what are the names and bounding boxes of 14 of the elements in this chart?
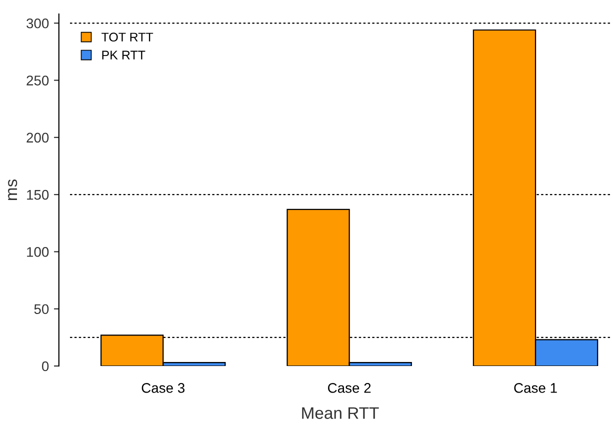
x-tick-label: Case 3 [142, 383, 184, 393]
y-tick-label: 200 [26, 132, 49, 143]
y-tick-label: 150 [27, 190, 49, 200]
x-axis-title: Mean RTT [302, 407, 379, 419]
y-tick-label: 50 [34, 304, 49, 314]
y-tick-label: 250 [26, 76, 49, 86]
y-tick-label: 100 [27, 247, 49, 257]
legend-label: PK RTT [102, 50, 146, 60]
x-tick-label: Case 2 [328, 383, 371, 393]
y-axis-title: ms [8, 179, 18, 200]
legend-label: TOT RTT [102, 32, 154, 42]
y-tick-label: 300 [26, 18, 49, 28]
x-tick-label: Case 1 [514, 383, 557, 393]
y-tick-label: 0 [42, 361, 49, 372]
